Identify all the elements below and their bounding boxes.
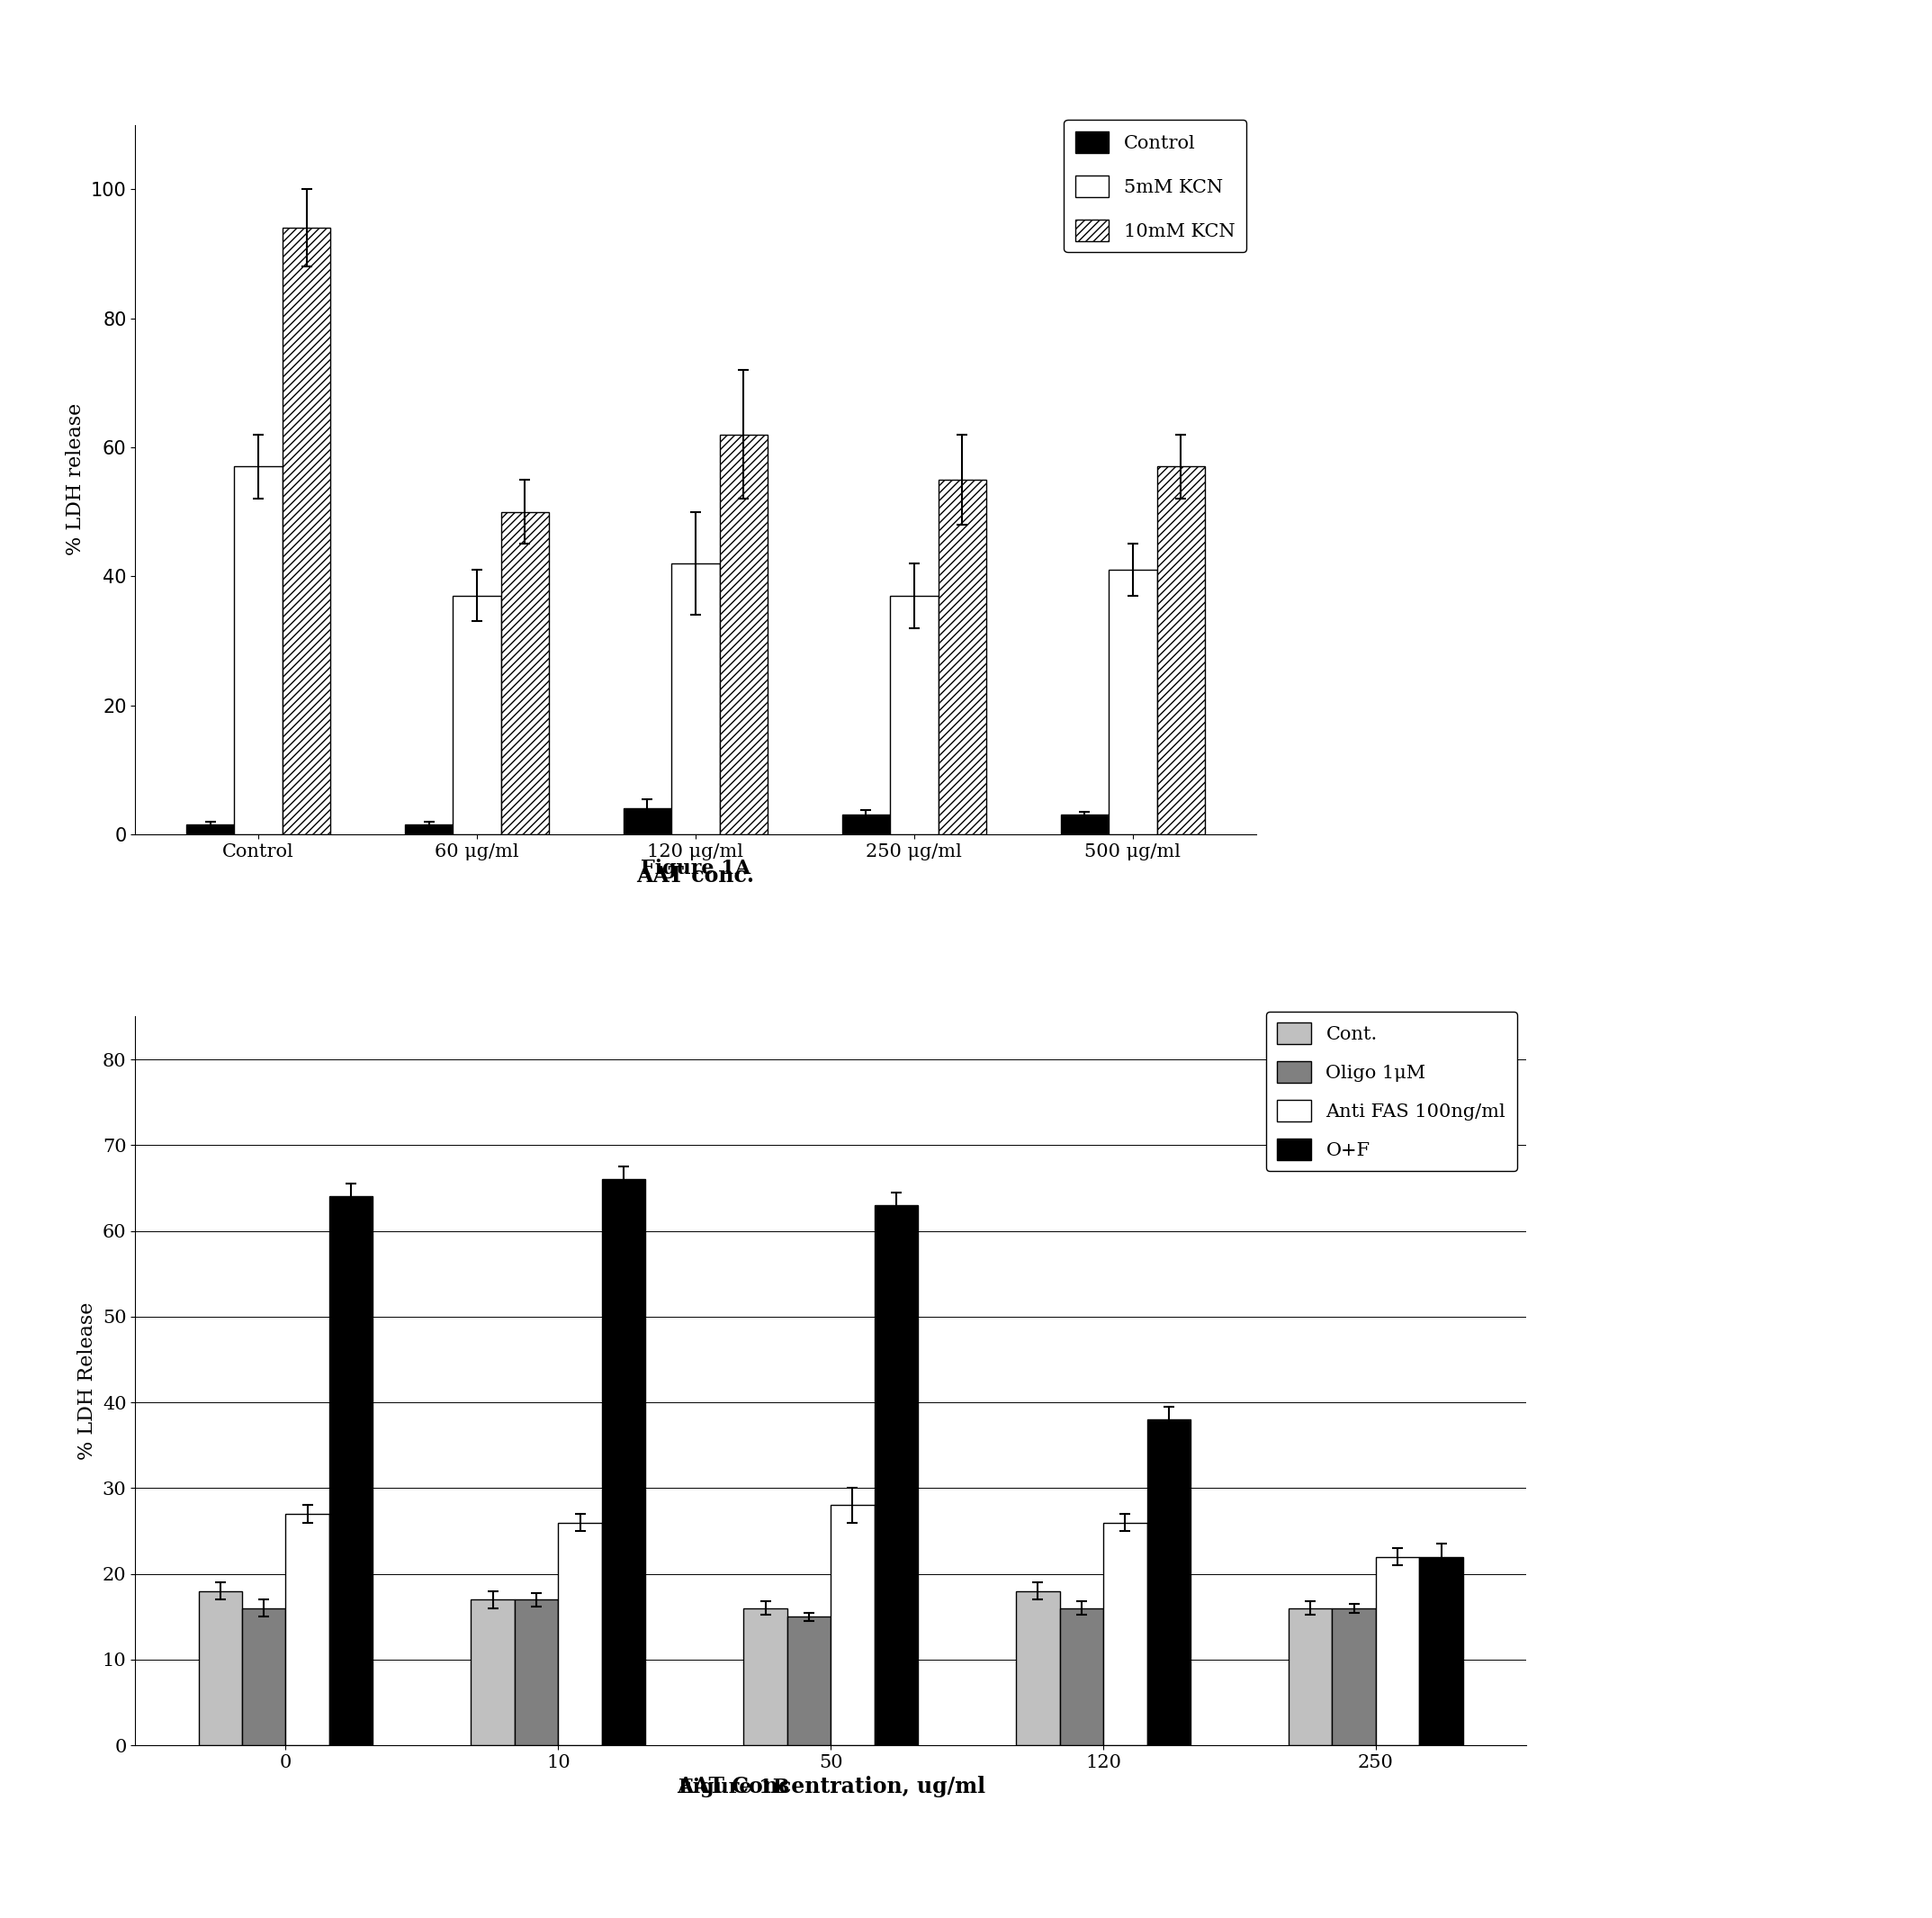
Bar xyxy=(603,1180,645,1745)
Bar xyxy=(719,433,767,834)
Y-axis label: % LDH Release: % LDH Release xyxy=(77,1302,97,1460)
Bar xyxy=(1109,570,1157,834)
Y-axis label: % LDH release: % LDH release xyxy=(66,403,85,556)
Bar xyxy=(842,815,891,834)
Bar xyxy=(286,1513,328,1745)
X-axis label: AAT Concentration, ug/ml: AAT Concentration, ug/ml xyxy=(676,1776,985,1797)
X-axis label: AAT conc.: AAT conc. xyxy=(636,865,755,886)
Bar xyxy=(1059,1607,1103,1745)
Bar xyxy=(500,512,549,834)
Bar xyxy=(1148,1419,1190,1745)
Bar xyxy=(514,1600,558,1745)
Bar xyxy=(1061,815,1109,834)
Bar xyxy=(891,596,939,834)
Legend: Control, 5mM KCN, 10mM KCN: Control, 5mM KCN, 10mM KCN xyxy=(1065,119,1246,253)
Legend: Cont., Oligo 1μM, Anti FAS 100ng/ml, O+F: Cont., Oligo 1μM, Anti FAS 100ng/ml, O+F xyxy=(1265,1011,1517,1172)
Bar xyxy=(939,480,985,834)
Bar xyxy=(558,1523,603,1745)
Bar xyxy=(875,1205,918,1745)
Text: Figure 1A: Figure 1A xyxy=(641,859,750,878)
Bar xyxy=(282,228,330,834)
Bar xyxy=(242,1607,286,1745)
Bar xyxy=(1376,1557,1420,1745)
Bar xyxy=(406,825,452,834)
Bar xyxy=(744,1607,786,1745)
Bar xyxy=(1333,1607,1376,1745)
Bar xyxy=(831,1506,875,1745)
Bar xyxy=(452,596,500,834)
Bar xyxy=(786,1617,831,1745)
Bar xyxy=(471,1600,514,1745)
Bar xyxy=(1103,1523,1148,1745)
Bar xyxy=(234,466,282,834)
Bar xyxy=(1016,1592,1059,1745)
Bar xyxy=(328,1197,373,1745)
Bar xyxy=(185,825,234,834)
Bar xyxy=(1420,1557,1463,1745)
Text: Figure 1B: Figure 1B xyxy=(678,1778,790,1797)
Bar xyxy=(672,564,719,834)
Bar xyxy=(1289,1607,1333,1745)
Bar xyxy=(1157,466,1206,834)
Bar xyxy=(199,1592,242,1745)
Bar xyxy=(624,809,672,834)
